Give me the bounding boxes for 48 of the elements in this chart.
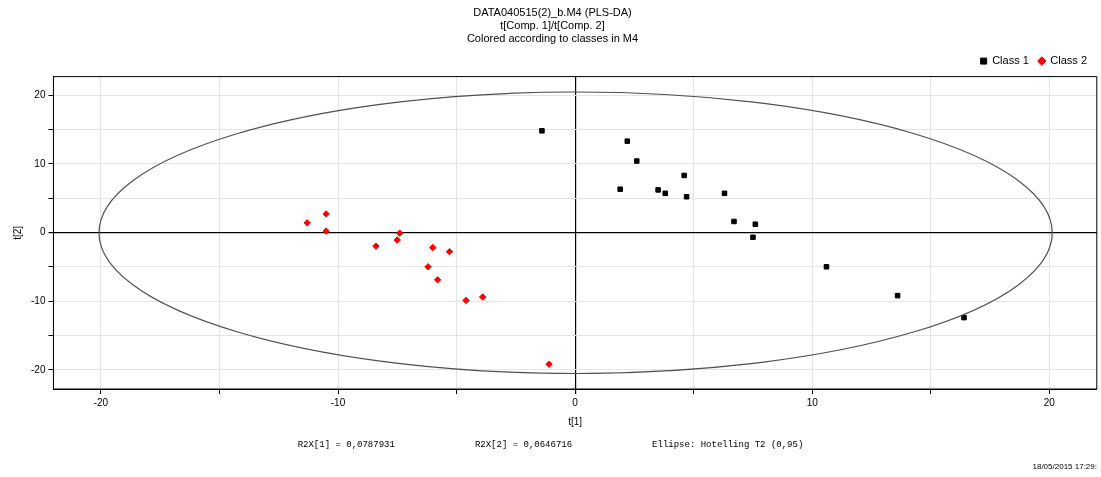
y-tick-label: -10 <box>31 294 46 306</box>
point <box>545 360 553 368</box>
point <box>303 219 311 227</box>
y-axis-title: t[2] <box>11 225 23 240</box>
point <box>478 293 487 301</box>
point <box>462 296 470 305</box>
point <box>731 218 737 225</box>
x-axis-title: t[1] <box>568 415 583 427</box>
point <box>617 186 623 192</box>
point <box>424 263 432 271</box>
point <box>445 247 454 256</box>
point <box>752 221 759 227</box>
y-tick-label: 0 <box>39 226 46 238</box>
point <box>433 276 442 284</box>
point <box>655 187 661 193</box>
point <box>624 138 631 144</box>
y-tick-label: 10 <box>34 157 46 169</box>
point <box>961 314 967 321</box>
legend-label: Class 1 <box>992 54 1029 67</box>
point <box>662 190 668 197</box>
text: Ellipse: Hotelling T2 (0,95) <box>652 440 804 450</box>
text: R2X[2] = 0,0646716 <box>474 440 573 450</box>
point <box>395 229 404 237</box>
legend-label: Class 2 <box>1050 54 1088 67</box>
point <box>322 227 330 235</box>
point <box>393 236 401 244</box>
text: R2X[1] = 0,0787931 <box>297 440 395 450</box>
point <box>823 264 830 270</box>
chart-subtitle: t[Comp. 1]/t[Comp. 2] Colored according to classes in M4 <box>466 18 639 45</box>
point <box>539 128 545 134</box>
point <box>322 210 330 218</box>
point <box>721 190 728 197</box>
point <box>372 242 380 250</box>
chart-title: DATA040515(2)_b.M4 (PLS-DA) <box>473 5 632 18</box>
point <box>683 193 690 200</box>
point <box>429 243 437 252</box>
point <box>750 234 756 241</box>
y-tick-label: 20 <box>34 88 46 100</box>
x-tick-label: 10 <box>806 396 819 408</box>
point <box>634 158 640 164</box>
point <box>681 172 687 179</box>
text: 18/05/2015 17:29: <box>1032 462 1097 471</box>
point <box>894 292 901 299</box>
x-tick-label: -20 <box>93 396 109 408</box>
x-tick-label: 20 <box>1043 396 1056 408</box>
y-tick-label: -20 <box>31 363 46 375</box>
x-tick-label: -10 <box>330 396 346 408</box>
x-tick-label: 0 <box>572 396 579 408</box>
